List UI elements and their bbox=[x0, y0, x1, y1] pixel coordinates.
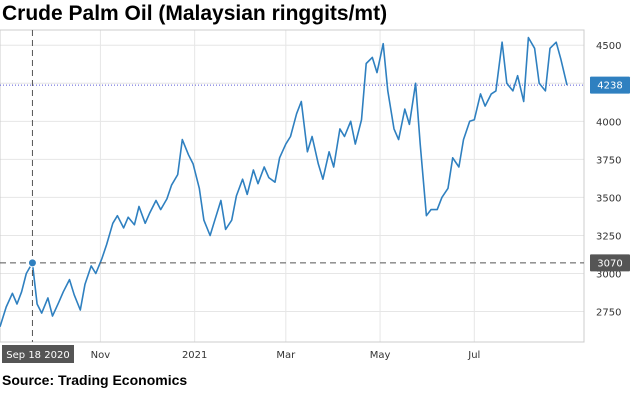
x-tick-label: Mar bbox=[276, 350, 296, 361]
y-tick-label: 4500 bbox=[596, 41, 621, 52]
grid-lines-x bbox=[99, 30, 475, 342]
y-tick-label: 2750 bbox=[596, 308, 621, 319]
crosshair-value-badge-box bbox=[590, 254, 630, 272]
crosshair-date-badge-box bbox=[2, 345, 74, 363]
last-value-badge-box bbox=[590, 76, 630, 94]
plot-area-frame bbox=[0, 29, 585, 343]
x-tick-label: 2021 bbox=[182, 350, 207, 361]
last-value-badge: 4238 bbox=[590, 76, 630, 94]
y-tick-label: 3500 bbox=[596, 193, 621, 204]
crosshair-marker[interactable] bbox=[27, 258, 37, 268]
x-tick-label: Nov bbox=[91, 350, 111, 361]
y-tick-label: 3000 bbox=[596, 270, 621, 281]
x-axis: Nov 2021 Mar May Jul bbox=[91, 350, 481, 361]
crosshair-date-badge: Sep 18 2020 bbox=[2, 345, 74, 363]
y-tick-label: 3250 bbox=[596, 231, 621, 242]
chart-source: Source: Trading Economics bbox=[2, 372, 188, 388]
last-value-badge-label: 4238 bbox=[597, 81, 622, 92]
y-tick-label: 4000 bbox=[596, 117, 621, 128]
x-tick-label: May bbox=[370, 350, 391, 361]
chart-title: Crude Palm Oil (Malaysian ringgits/mt) bbox=[2, 2, 388, 25]
grid-lines-y bbox=[0, 44, 584, 313]
series-line-crude-palm-oil bbox=[0, 36, 568, 328]
x-tick-label: Jul bbox=[467, 350, 480, 361]
crosshair-date-badge-label: Sep 18 2020 bbox=[6, 350, 69, 361]
y-tick-label: 3750 bbox=[596, 155, 621, 166]
crosshair-value-badge-label: 3070 bbox=[597, 258, 622, 269]
crosshair-value-badge: 3070 bbox=[590, 254, 630, 272]
